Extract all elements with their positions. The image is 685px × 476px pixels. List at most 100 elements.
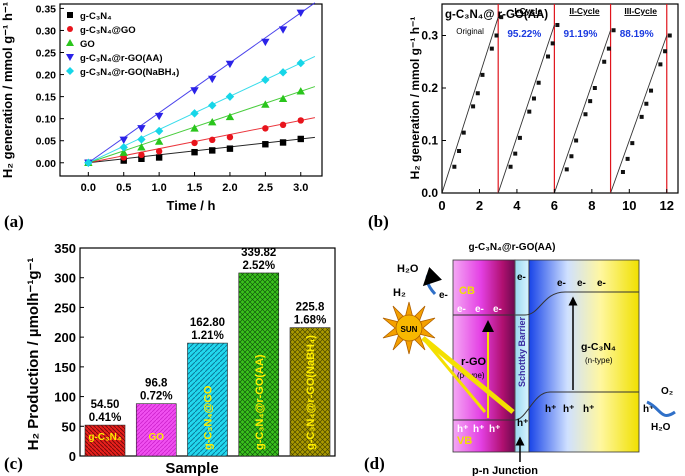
chart-a-xtick-label-4: 2.0 <box>222 182 237 194</box>
chart-a-point-2-3 <box>154 137 164 145</box>
chart-c-ytick-label-0: 0 <box>69 449 76 464</box>
chart-a-point-0-6 <box>226 145 234 152</box>
chart-a-xtick-label-3: 1.5 <box>187 182 202 194</box>
electron-gcn-3: e- <box>597 278 606 289</box>
chart-c-ytick-label-5: 250 <box>54 300 76 315</box>
chart-a-ytick-label-5: 0.25 <box>36 48 57 60</box>
chart-c-percent-label-3: 2.52% <box>242 260 275 272</box>
chart-b-point-0-0 <box>452 164 457 169</box>
chart-a-legend-label-4: g-C₃N₄@r-GO(NaBH₄) <box>80 67 179 78</box>
chart-b-point-3-1 <box>625 156 630 161</box>
chart-a-point-2-1 <box>119 148 128 156</box>
chart-b-point-3-6 <box>658 62 663 67</box>
chart-a-legend-marker-0 <box>67 12 73 18</box>
chart-a-point-3-7 <box>261 38 270 47</box>
chart-c: 0 50 100 150 200 250 300 350 54.500.41% g-C₃N₄ 96… <box>25 241 336 476</box>
chart-b-segment-label-3: III-Cycle <box>624 6 657 16</box>
chart-c-ytick-label-4: 200 <box>54 330 76 345</box>
gcn-type-label: (n-type) <box>585 356 613 365</box>
chart-a-point-2-6 <box>225 112 235 121</box>
chart-b-point-1-3 <box>527 109 532 114</box>
chart-b-fit-line-0 <box>441 16 499 194</box>
chart-c-value-label-1: 96.8 <box>145 378 168 390</box>
chart-a-xtick-label-1: 0.5 <box>116 182 131 194</box>
chart-c-value-label-0: 54.50 <box>91 399 120 411</box>
hole-rgo-1: h⁺ <box>457 424 468 435</box>
electron-gcn-2: e- <box>577 278 586 289</box>
chart-a-point-2-7 <box>261 100 270 108</box>
chart-a-point-4-1 <box>119 143 128 152</box>
chart-a-point-2-2 <box>137 143 146 151</box>
chart-b-point-1-6 <box>546 54 551 59</box>
chart-a-fit-line-4 <box>88 55 316 164</box>
panel-label-c: (c) <box>4 454 23 473</box>
chart-a-point-1-2 <box>138 151 145 159</box>
chart-b-x-ticks: 0 2 4 6 8 10 12 <box>438 189 674 213</box>
oxidation-arrow <box>646 400 676 417</box>
cb-label: CB <box>459 285 475 297</box>
chart-b-point-1-8 <box>555 23 560 27</box>
gcn-label: g-C₃N₄ <box>581 341 616 353</box>
chart-c-value-label-2: 162.80 <box>190 317 225 329</box>
chart-b-point-1-0 <box>508 164 513 169</box>
chart-a-point-1-8 <box>279 121 287 129</box>
hole-gcn-2: h⁺ <box>563 404 574 415</box>
hole-rgo-3: h⁺ <box>489 424 500 435</box>
chart-c-bar-2 <box>187 342 228 457</box>
chart-b-fit-line-2 <box>553 30 611 194</box>
chart-b-point-3-2 <box>630 141 635 146</box>
chart-b-point-0-5 <box>480 72 485 77</box>
chart-b-cycle-labels: Original I-Cycle 95.22% II-Cycle 91.19% III-C… <box>456 6 657 40</box>
junction-label: p-n Junction <box>472 465 538 476</box>
chart-c-value-label-4: 225.8 <box>296 302 325 314</box>
chart-a-ytick-label-3: 0.15 <box>36 92 57 104</box>
chart-a-point-4-0 <box>84 158 93 167</box>
panel-label-b: (b) <box>368 212 389 231</box>
chart-b-point-1-2 <box>517 135 522 140</box>
chart-a-point-2-8 <box>278 94 288 103</box>
chart-b-segment-label-0: Original <box>456 27 484 36</box>
chart-b-point-2-7 <box>606 46 611 51</box>
chart-a-point-1-1 <box>120 154 127 161</box>
chart-a-point-4-8 <box>278 68 288 77</box>
chart-c-bar-3 <box>238 272 280 457</box>
chart-b-y-ticks: 0.0 0.1 0.2 0.3 <box>421 29 446 200</box>
chart-a-y-ticks: 0.00 0.05 0.10 0.15 0.20 0.25 0.30 0.35 <box>36 3 64 170</box>
chart-a-point-4-6 <box>225 92 235 101</box>
hole-oxidation: h⁺ <box>643 404 654 415</box>
chart-b-point-0-1 <box>457 149 462 153</box>
electron-rgo-3: e- <box>493 304 502 315</box>
vb-label: VB <box>457 435 472 447</box>
chart-b-fit-line-1 <box>497 24 555 194</box>
chart-a-point-1-4 <box>191 139 198 147</box>
chart-c-bar-4 <box>289 327 331 457</box>
chart-b-xtick-label-4: 8 <box>588 198 595 213</box>
chart-c-y-ticks: 0 50 100 150 200 250 300 350 <box>54 241 84 464</box>
chart-a-point-0-9 <box>297 135 304 143</box>
electron-rgo-1: e- <box>457 304 466 315</box>
chart-a-point-3-6 <box>225 60 235 69</box>
chart-c-bar-1 <box>135 403 177 457</box>
chart-b-segment-percent-3: 88.19% <box>620 29 654 40</box>
chart-c-ytick-label-2: 100 <box>54 390 76 405</box>
h2o-right-label: H₂O <box>651 422 671 433</box>
panel-label-d: (d) <box>364 454 385 473</box>
chart-b-point-2-5 <box>592 86 597 90</box>
chart-b-xtick-label-1: 2 <box>476 198 483 213</box>
chart-c-ytick-label-7: 350 <box>54 241 76 256</box>
chart-a-point-1-9 <box>297 117 304 124</box>
chart-b-xtick-label-6: 12 <box>660 198 674 213</box>
hole-barrier: h⁺ <box>517 418 528 429</box>
chart-a-ytick-label-7: 0.35 <box>36 3 57 15</box>
chart-a-point-3-9 <box>296 9 305 18</box>
hole-gcn-3: h⁺ <box>583 404 594 415</box>
chart-b-point-3-4 <box>644 101 649 106</box>
chart-a-legend-label-1: g-C₃N₄@GO <box>80 25 136 36</box>
chart-b-point-1-7 <box>550 41 555 46</box>
schottky-barrier-label: Schottky Barrier <box>517 316 527 387</box>
chart-c-category-label-1: GO <box>148 432 164 443</box>
chart-b-point-3-3 <box>639 114 644 119</box>
chart-b-ytick-label-2: 0.2 <box>421 81 438 95</box>
chart-a-ylabel: H₂ generation / mmol g⁻¹ h⁻¹ <box>0 2 15 178</box>
chart-c-percent-label-1: 0.72% <box>140 391 173 403</box>
